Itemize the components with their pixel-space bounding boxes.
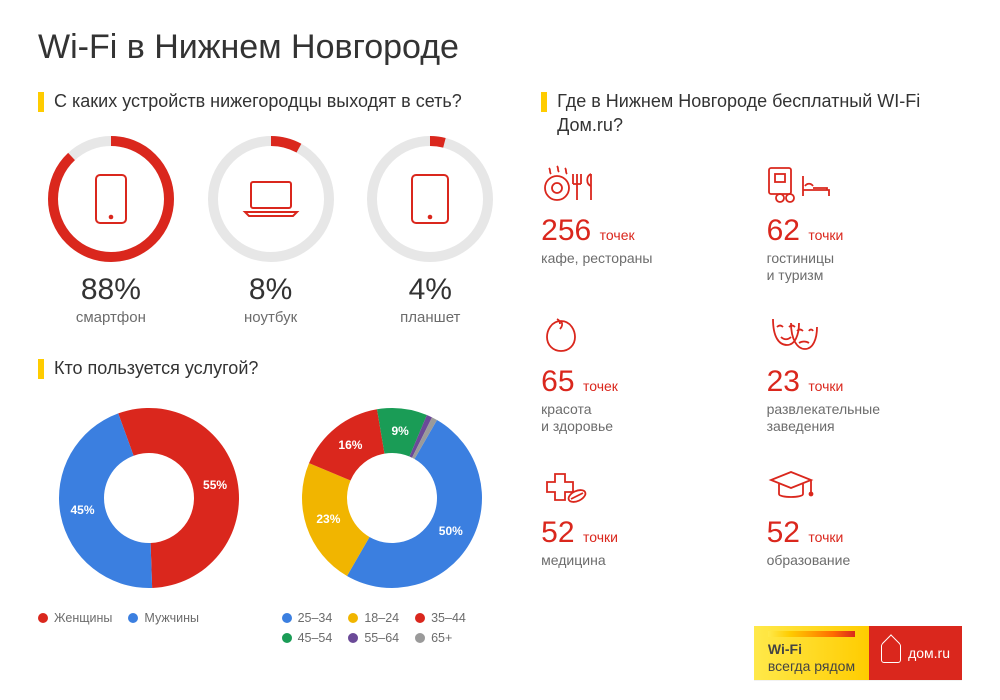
footer-line2: всегда рядом [768,658,855,675]
age-chart-block: 50%23%16%9% 25–34 18–24 35–44 45–54 55–64 65+ [282,403,504,645]
users-heading: Кто пользуется услугой? [38,356,503,380]
spot-count: 23 [767,365,800,399]
spot-label: медицина [541,552,736,570]
spot-label: гостиницыи туризм [767,250,962,285]
users-heading-text: Кто пользуется услугой? [54,356,258,380]
legend-item: 55–64 [348,631,399,645]
legend-label: 35–44 [431,611,466,625]
legend-swatch [348,613,358,623]
footer-line1: Wi-Fi [768,641,802,657]
devices-row: 88% смартфон 8% ноутбук 4% планшет [38,135,503,326]
legend-label: 18–24 [364,611,399,625]
house-icon [881,643,901,663]
spot-count: 62 [767,214,800,248]
legend-swatch [415,633,425,643]
gender-legend: Женщины Мужчины [38,611,260,625]
device-pct: 8% [198,273,344,307]
spot-label: красотаи здоровье [541,401,736,436]
spot-label: развлекательныезаведения [767,401,962,436]
spot-unit: точки [583,529,618,545]
spot-hotel: 62 точки гостиницыи туризм [767,160,962,285]
device-pct: 4% [357,273,503,307]
legend-swatch [348,633,358,643]
spot-label: кафе, рестораны [541,250,736,268]
hotel-icon [767,160,962,204]
spot-entertain: 23 точки развлекательныезаведения [767,311,962,436]
legend-item: 25–34 [282,611,333,625]
spot-medicine: 52 точки медицина [541,462,736,570]
legend-label: 25–34 [298,611,333,625]
brand-text: дом.ru [908,645,950,661]
footer-wifi: Wi-Fi всегда рядом [754,626,869,680]
gender-donut: 55%45% [54,403,244,593]
spot-unit: точки [808,529,843,545]
legend-label: Мужчины [144,611,199,625]
spot-unit: точки [808,227,843,243]
spot-count: 256 [541,214,591,248]
legend-label: 45–54 [298,631,333,645]
cafe-icon [541,160,736,204]
hotspots-grid: 256 точек кафе, рестораны 62 точки гости… [541,160,962,570]
hotspots-heading: Где в Нижнем Новгороде бесплатный WI-Fi … [541,89,962,138]
spot-label: образование [767,552,962,570]
devices-heading-text: С каких устройств нижегородцы выходят в … [54,89,462,113]
legend-swatch [38,613,48,623]
device-smartphone: 88% смартфон [38,135,184,326]
beauty-icon [541,311,736,355]
spot-education: 52 точки образование [767,462,962,570]
device-label: ноутбук [198,309,344,326]
spot-unit: точки [808,378,843,394]
legend-swatch [128,613,138,623]
device-pct: 88% [38,273,184,307]
footer-brand: дом.ru [869,626,962,680]
legend-label: Женщины [54,611,112,625]
accent-bar [38,359,44,379]
tablet-icon [410,173,450,225]
spot-count: 52 [767,516,800,550]
device-laptop: 8% ноутбук [198,135,344,326]
footer-gradient [768,631,855,637]
devices-heading: С каких устройств нижегородцы выходят в … [38,89,503,113]
device-tablet: 4% планшет [357,135,503,326]
legend-item: Мужчины [128,611,199,625]
laptop-icon [241,178,301,220]
legend-item: 18–24 [348,611,399,625]
smartphone-icon [94,173,128,225]
education-icon [767,462,962,506]
spot-count: 52 [541,516,574,550]
device-label: смартфон [38,309,184,326]
entertain-icon [767,311,962,355]
legend-item: 35–44 [415,611,466,625]
footer-badge: Wi-Fi всегда рядом дом.ru [754,626,962,680]
legend-swatch [282,633,292,643]
legend-label: 55–64 [364,631,399,645]
spot-beauty: 65 точек красотаи здоровье [541,311,736,436]
spot-cafe: 256 точек кафе, рестораны [541,160,736,285]
legend-label: 65+ [431,631,452,645]
spot-unit: точек [600,227,635,243]
medicine-icon [541,462,736,506]
accent-bar [541,92,547,112]
legend-item: Женщины [38,611,112,625]
legend-item: 45–54 [282,631,333,645]
spot-unit: точек [583,378,618,394]
gender-chart-block: 55%45% Женщины Мужчины [38,403,260,645]
spot-count: 65 [541,365,574,399]
age-donut: 50%23%16%9% [297,403,487,593]
age-legend: 25–34 18–24 35–44 45–54 55–64 65+ [282,611,502,645]
page-title: Wi-Fi в Нижнем Новгороде [38,28,962,67]
legend-swatch [282,613,292,623]
legend-swatch [415,613,425,623]
device-label: планшет [357,309,503,326]
hotspots-heading-text: Где в Нижнем Новгороде бесплатный WI-Fi … [557,89,962,138]
legend-item: 65+ [415,631,452,645]
accent-bar [38,92,44,112]
